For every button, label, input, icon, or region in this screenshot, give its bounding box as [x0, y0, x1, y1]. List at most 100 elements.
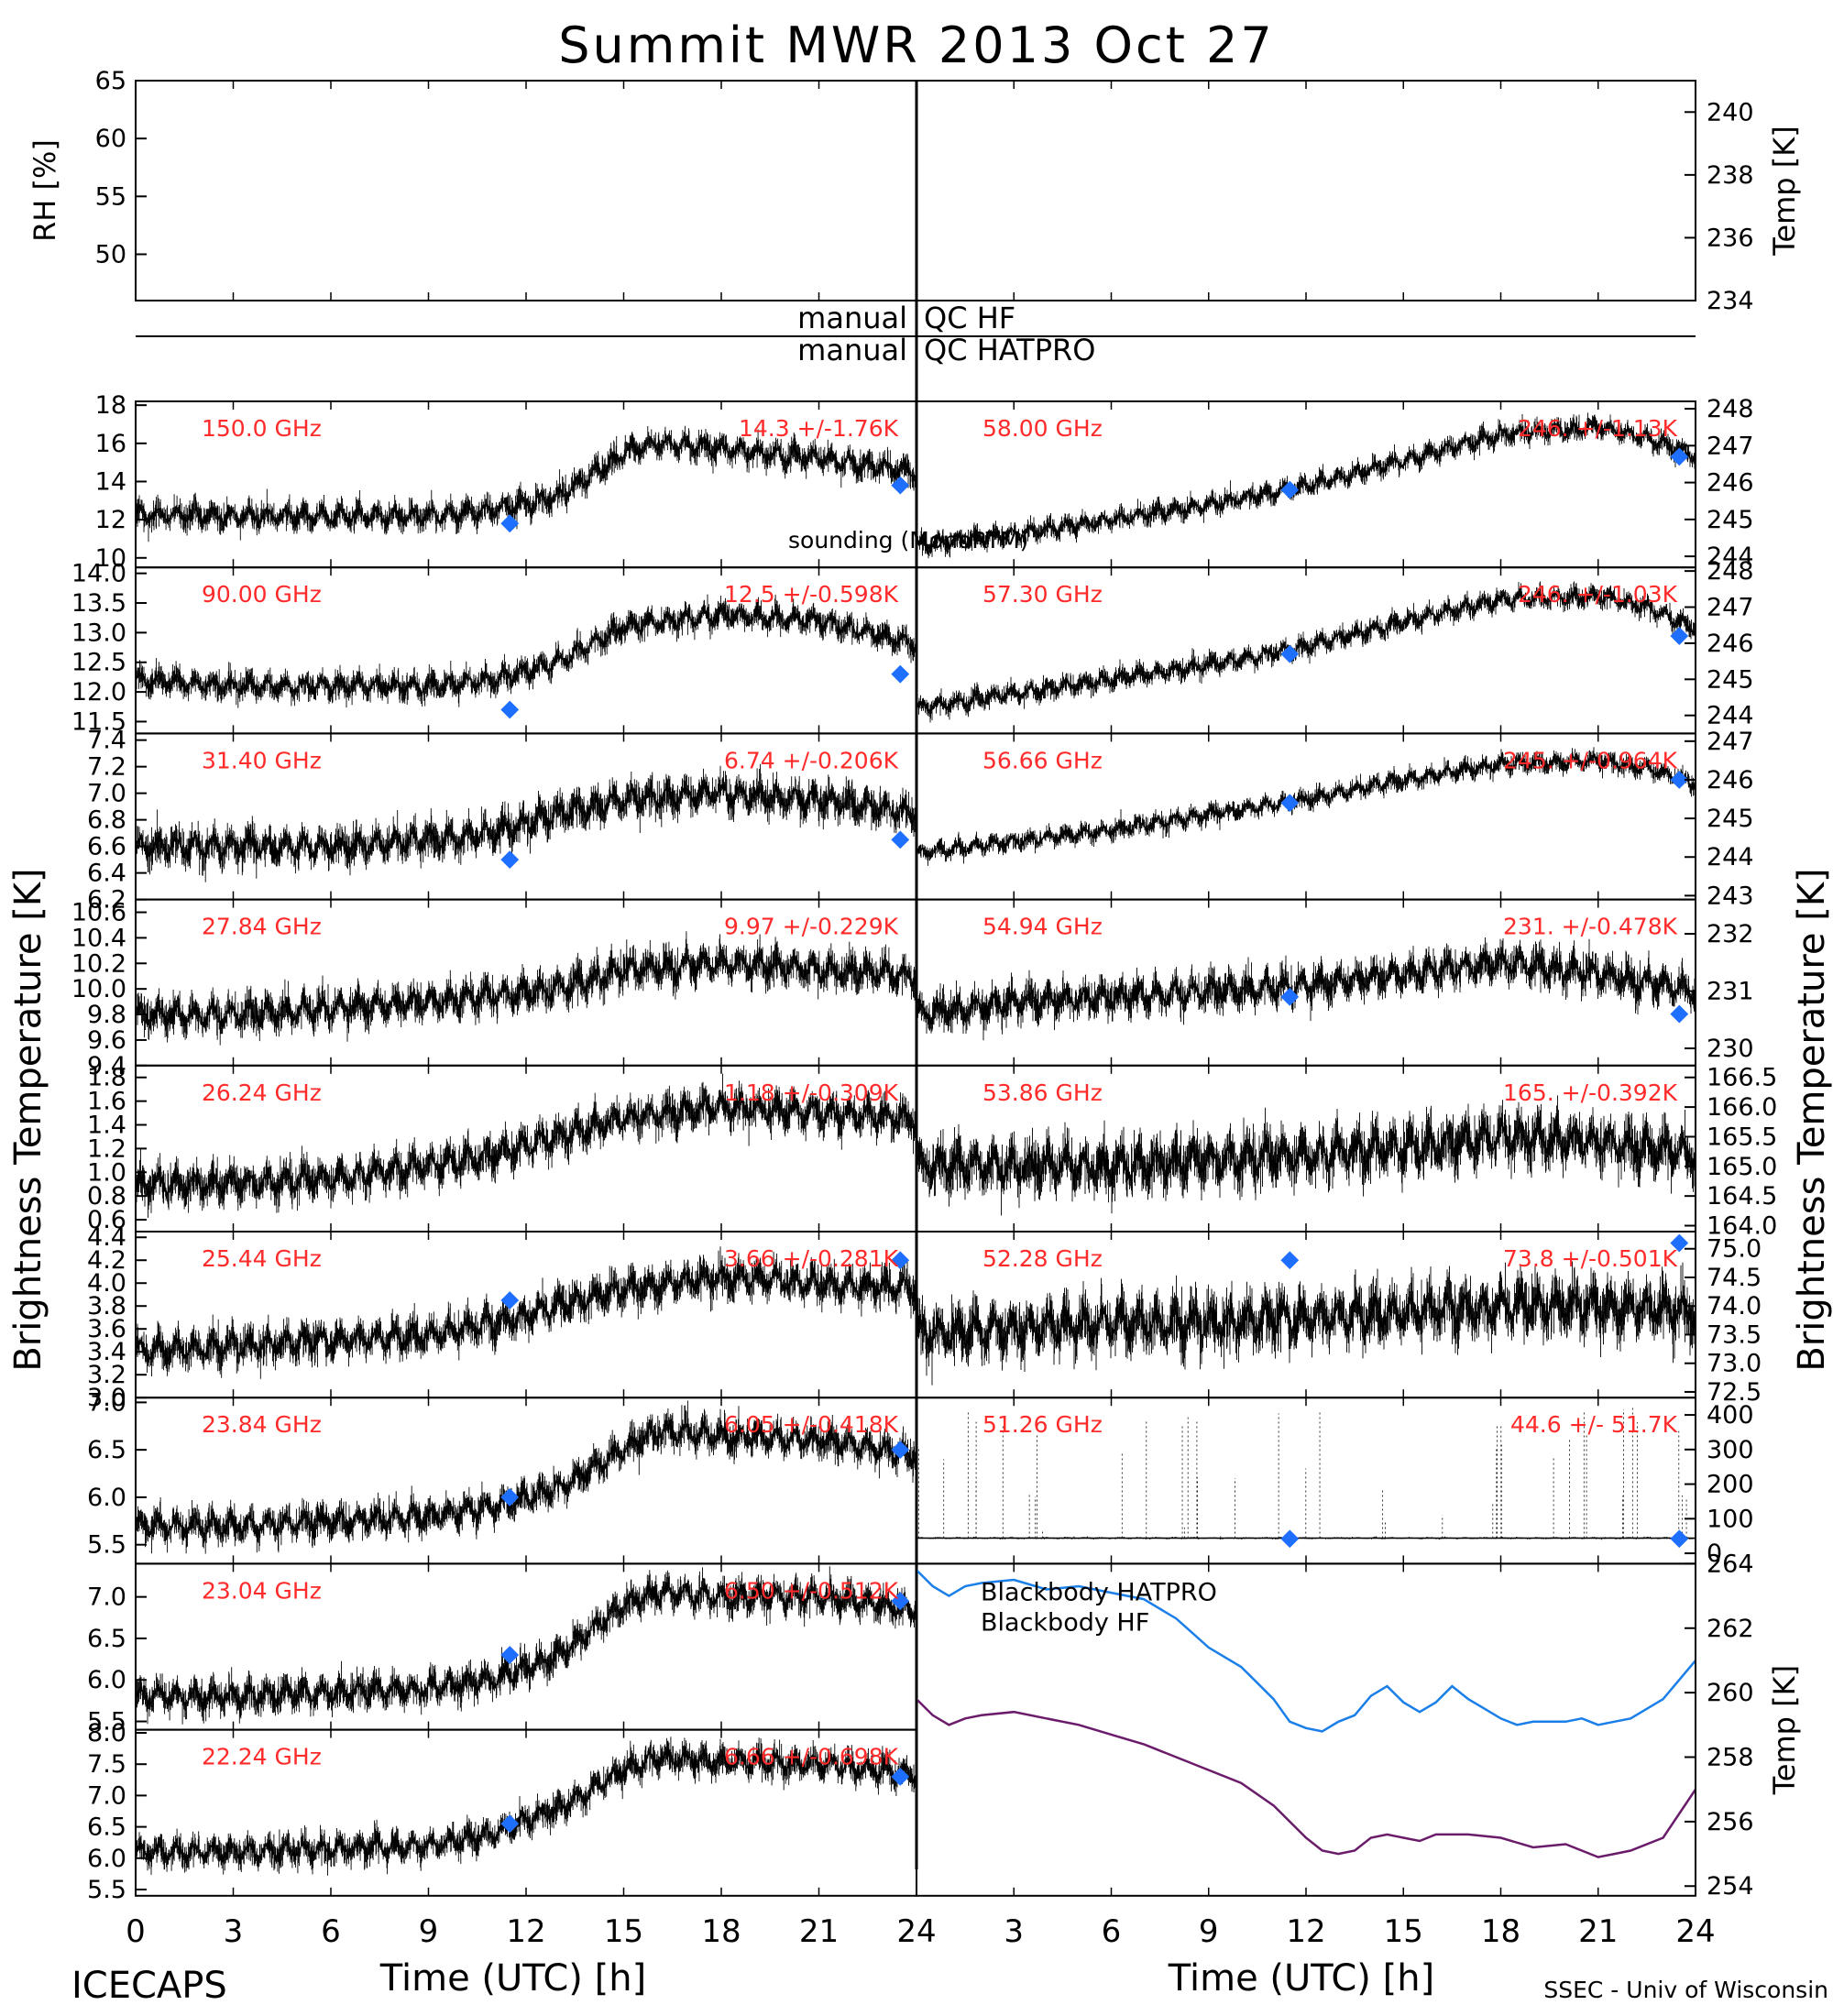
right-panel-0-sounding-marker-1	[1670, 447, 1689, 466]
left-panel-5-frequency: 25.44 GHz	[202, 1245, 322, 1272]
left-panel-5-noise	[136, 1246, 916, 1379]
right-panel-0: 244 245 246 247 248 58.00 GHz 246. +/-1.13K	[916, 395, 1754, 571]
right-panel-0-statistics: 246. +/-1.13K	[1518, 415, 1678, 442]
left-panel-3-frequency: 27.84 GHz	[202, 914, 322, 940]
left-panel-5-ytick-6: 4.2	[87, 1246, 126, 1275]
right-panel-5-noise	[916, 1261, 1696, 1386]
air-temp-panel-ytick-2: 238	[1707, 161, 1754, 190]
right-panel-6-ytick-0: 0	[1707, 1539, 1722, 1568]
left-panel-3-ytick-1: 9.6	[87, 1026, 126, 1055]
left-panel-7-statistics: 6.50 +/-0.512K	[724, 1577, 899, 1604]
right-panel-4-ytick-4: 166.0	[1707, 1093, 1777, 1122]
sounding-legend: sounding (MonoRTM)	[788, 527, 1028, 553]
right-panel-6-sounding-marker-0	[1280, 1529, 1300, 1549]
blackbody-legend-1: Blackbody HF	[981, 1608, 1149, 1637]
right-panel-3-plot	[916, 937, 1696, 1041]
left-panel-1-statistics: 12.5 +/-0.598K	[724, 581, 899, 608]
qc-hf-label: QC HF	[924, 301, 1015, 335]
air-temp-panel-ytick-1: 236	[1707, 224, 1754, 252]
right-panel-1-ytick-4: 248	[1707, 557, 1754, 586]
right-panel-5-plot	[916, 1261, 1696, 1386]
xtick-right-5: 15	[1384, 1913, 1423, 1950]
air-temp-panel-ytick-3: 240	[1707, 98, 1754, 126]
left-panel-3-ytick-4: 10.2	[71, 949, 126, 978]
left-panel-0-statistics: 14.3 +/-1.76K	[739, 415, 899, 442]
left-panel-5-plot	[136, 1246, 916, 1379]
xtick-right-3: 9	[1199, 1913, 1219, 1950]
left-panel-0-ytick-3: 16	[95, 430, 126, 458]
rh-panel: 50 55 60 65 RH [%]	[27, 67, 917, 301]
xtick-left-8: 24	[896, 1913, 936, 1950]
left-panel-5-ytick-4: 3.8	[87, 1292, 126, 1320]
left-panel-7-sounding-marker-1	[891, 1592, 910, 1611]
xtick-right-4: 12	[1286, 1913, 1325, 1950]
left-panel-2-statistics: 6.74 +/-0.206K	[724, 747, 899, 773]
right-panel-2-ytick-3: 246	[1707, 766, 1754, 794]
xtick-right-6: 18	[1481, 1913, 1520, 1950]
left-panel-5-sounding-marker-1	[891, 1251, 910, 1270]
left-panel-1-ytick-3: 13.0	[71, 619, 126, 647]
left-panel-2-ytick-0: 6.2	[87, 886, 126, 915]
left-panel-4-ytick-0: 0.6	[87, 1206, 126, 1234]
right-panel-4-frequency: 53.86 GHz	[982, 1079, 1103, 1106]
left-panel-2-frequency: 31.40 GHz	[202, 747, 322, 773]
left-panel-2-ytick-2: 6.6	[87, 833, 126, 861]
left-panel-6-statistics: 6.05 +/-0.418K	[724, 1411, 899, 1438]
left-panel-5-ytick-0: 3.0	[87, 1384, 126, 1412]
xtick-left-4: 12	[506, 1913, 545, 1950]
left-panel-0-sounding-marker-1	[891, 476, 910, 495]
left-panel-8-ytick-3: 7.0	[87, 1781, 126, 1810]
left-panel-6-ytick-1: 6.0	[87, 1484, 126, 1512]
blackbody-series-0	[916, 1569, 1696, 1733]
right-panel-3-sounding-marker-1	[1670, 1004, 1689, 1024]
left-panel-1-sounding-marker-0	[500, 700, 520, 719]
left-panel-0-frequency: 150.0 GHz	[202, 415, 322, 442]
right-panel-0-frequency: 58.00 GHz	[982, 415, 1103, 442]
rh-panel-ylabel: RH [%]	[27, 139, 62, 242]
left-panel-3-plot	[136, 931, 916, 1046]
qc-hf-manual: manual	[797, 301, 907, 335]
left-panel-6-frequency: 23.84 GHz	[202, 1411, 322, 1438]
xtick-left-1: 3	[224, 1913, 244, 1950]
left-panel-3-statistics: 9.97 +/-0.229K	[724, 914, 899, 940]
xtick-left-5: 15	[604, 1913, 643, 1950]
x-axes: 0 3 3 6 6 9 9 12 12 15 15 18 18 21 21 24 24	[126, 1913, 1715, 1950]
left-panel-6-plot	[136, 1400, 916, 1554]
right-panel-6-ytick-4: 400	[1707, 1401, 1754, 1430]
left-panel-6-ytick-3: 7.0	[87, 1388, 126, 1417]
right-panel-4-ytick-3: 165.5	[1707, 1123, 1777, 1151]
right-panel-3-ytick-1: 231	[1707, 978, 1754, 1006]
left-panel-4-ytick-6: 1.8	[87, 1064, 126, 1092]
y-axis-title-right: Brightness Temperature [K]	[1791, 868, 1833, 1371]
right-panel-6-ytick-3: 300	[1707, 1436, 1754, 1464]
xtick-right-7: 21	[1578, 1913, 1618, 1950]
blackbody-series-1	[916, 1698, 1696, 1858]
right-panel-6-ytick-1: 100	[1707, 1505, 1754, 1533]
left-panel-1-sounding-marker-1	[891, 664, 910, 684]
left-panel-0-sounding-marker-0	[500, 514, 520, 533]
right-panel-1-plot	[916, 581, 1696, 723]
right-panel-2-sounding-marker-1	[1670, 771, 1689, 789]
xtick-left-6: 18	[701, 1913, 741, 1950]
right-panel-1-frequency: 57.30 GHz	[982, 581, 1103, 608]
right-panel-0-ytick-3: 247	[1707, 432, 1754, 460]
right-panel-4-ytick-0: 164.0	[1707, 1212, 1777, 1241]
right-panel-2-sounding-marker-0	[1280, 794, 1300, 813]
air-temp-panel-ylabel: Temp [K]	[1767, 126, 1802, 256]
right-panel-6-sounding-marker-1	[1670, 1529, 1689, 1549]
left-panel-6: 5.5 6.0 6.5 7.0 23.84 GHz 6.05 +/-0.418K	[87, 1388, 917, 1565]
right-panel-6-statistics: 44.6 +/- 51.7K	[1510, 1411, 1678, 1438]
left-panel-4-statistics: 1.18 +/-0.309K	[724, 1079, 899, 1106]
left-panel-8-statistics: 6.66 +/-0.698K	[724, 1744, 899, 1770]
left-panel-6-ytick-0: 5.5	[87, 1531, 126, 1560]
right-panel-0-noise	[916, 412, 1696, 559]
left-panel-5-statistics: 3.66 +/-0.281K	[724, 1245, 899, 1272]
right-panel-2-ytick-0: 243	[1707, 882, 1754, 910]
left-panel-5-sounding-marker-0	[500, 1291, 520, 1309]
blackbody-ytick-3: 260	[1707, 1679, 1754, 1707]
right-panel-2-statistics: 245. +/-0.964K	[1503, 747, 1678, 773]
left-panel-2-ytick-1: 6.4	[87, 860, 126, 888]
left-panel-4-plot	[136, 1073, 916, 1218]
left-panel-8-sounding-marker-0	[500, 1814, 520, 1834]
